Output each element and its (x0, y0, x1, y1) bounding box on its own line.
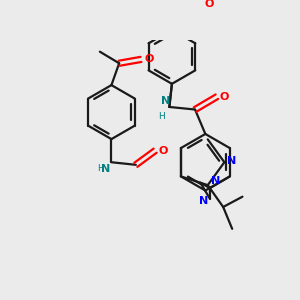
Text: N: N (101, 164, 110, 173)
Text: N: N (200, 196, 209, 206)
Text: N: N (227, 156, 237, 166)
Text: O: O (205, 0, 214, 9)
Text: H: H (97, 164, 104, 172)
Text: N: N (211, 176, 220, 186)
Text: H: H (158, 112, 164, 121)
Text: O: O (158, 146, 168, 156)
Text: O: O (220, 92, 230, 102)
Text: O: O (144, 54, 154, 64)
Text: N: N (161, 96, 171, 106)
